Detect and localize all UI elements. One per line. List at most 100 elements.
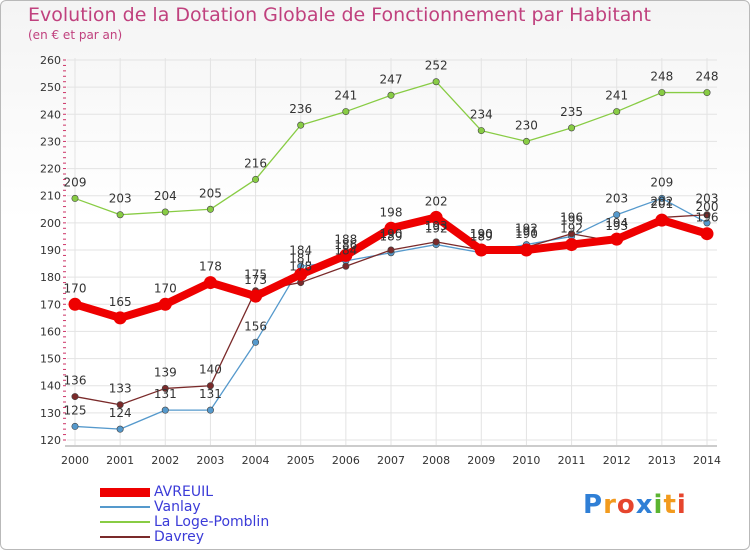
legend-label-la-loge-pomblin: La Loge-Pomblin xyxy=(154,514,270,530)
data-point xyxy=(252,338,260,346)
data-point xyxy=(432,78,440,86)
data-point xyxy=(161,406,169,414)
legend-label-davrey: Davrey xyxy=(154,529,204,545)
data-label: 184 xyxy=(334,243,357,257)
x-tick-label: 2001 xyxy=(106,454,134,467)
data-label: 196 xyxy=(696,211,719,225)
y-tick-label: 180 xyxy=(40,271,61,284)
data-label: 131 xyxy=(199,387,222,401)
data-label: 198 xyxy=(380,205,403,219)
logo-letter: P xyxy=(583,490,604,520)
data-point xyxy=(700,227,714,241)
data-point xyxy=(206,205,214,213)
grid-lines xyxy=(67,58,717,445)
data-point xyxy=(252,175,260,183)
data-label: 202 xyxy=(425,194,448,208)
data-point xyxy=(565,238,579,252)
y-tick-label: 200 xyxy=(40,217,61,230)
data-label: 178 xyxy=(289,260,312,274)
y-tick-label: 150 xyxy=(40,353,61,366)
data-label: 248 xyxy=(650,70,673,84)
y-tick-label: 250 xyxy=(40,81,61,94)
data-label: 140 xyxy=(199,363,222,377)
y-tick-label: 220 xyxy=(40,163,61,176)
data-point xyxy=(474,243,488,257)
data-label: 186 xyxy=(334,238,357,252)
data-label: 170 xyxy=(154,281,177,295)
x-tick-label: 2009 xyxy=(467,454,495,467)
data-point xyxy=(519,243,533,257)
data-label: 247 xyxy=(380,72,403,86)
x-tick-label: 2008 xyxy=(422,454,450,467)
data-label: 203 xyxy=(109,192,132,206)
data-label: 193 xyxy=(425,219,448,233)
data-point xyxy=(477,127,485,135)
y-tick-label: 260 xyxy=(40,54,61,67)
data-point xyxy=(610,232,624,246)
data-label: 193 xyxy=(605,219,628,233)
data-label: 204 xyxy=(154,189,177,203)
data-point xyxy=(116,425,124,433)
logo-letter: i xyxy=(653,490,664,520)
data-point xyxy=(658,194,666,202)
data-point xyxy=(297,121,305,129)
legend-item-davrey: Davrey xyxy=(100,529,204,545)
data-label: 192 xyxy=(560,222,583,236)
data-label: 192 xyxy=(425,222,448,236)
axes: 1201301401501601701801902002102202302402… xyxy=(40,54,721,467)
y-tick-label: 240 xyxy=(40,108,61,121)
data-label: 203 xyxy=(696,192,719,206)
data-label: 156 xyxy=(244,319,267,333)
y-tick-label: 140 xyxy=(40,380,61,393)
logo-letter: i xyxy=(676,490,687,520)
data-point xyxy=(658,89,666,97)
data-point xyxy=(342,262,350,270)
x-tick-label: 2012 xyxy=(603,454,631,467)
x-tick-label: 2013 xyxy=(648,454,676,467)
data-label: 133 xyxy=(109,382,132,396)
x-tick-label: 2007 xyxy=(377,454,405,467)
data-label: 235 xyxy=(560,105,583,119)
data-label: 248 xyxy=(696,70,719,84)
data-label: 165 xyxy=(109,295,132,309)
data-label: 189 xyxy=(470,230,493,244)
data-label: 173 xyxy=(244,273,267,287)
data-label: 189 xyxy=(380,230,403,244)
data-point xyxy=(703,89,711,97)
data-label: 131 xyxy=(154,387,177,401)
data-label: 209 xyxy=(64,175,87,189)
x-tick-label: 2000 xyxy=(61,454,89,467)
x-tick-label: 2006 xyxy=(332,454,360,467)
data-point xyxy=(161,208,169,216)
series-lines xyxy=(68,78,714,433)
data-point xyxy=(613,211,621,219)
data-label: 190 xyxy=(515,227,538,241)
legend-label-vanlay: Vanlay xyxy=(154,499,201,515)
legend-label-avreuil: AVREUIL xyxy=(154,484,214,500)
data-label: 196 xyxy=(560,211,583,225)
data-point xyxy=(703,219,711,227)
y-tick-label: 120 xyxy=(40,434,61,447)
data-label: 252 xyxy=(425,59,448,73)
y-tick-label: 190 xyxy=(40,244,61,257)
data-point xyxy=(161,384,169,392)
data-point xyxy=(249,289,263,303)
proxiti-logo: Proxiti xyxy=(583,490,687,520)
data-point xyxy=(71,194,79,202)
data-point xyxy=(116,401,124,409)
data-point xyxy=(68,297,82,311)
logo-letter: x xyxy=(635,490,654,520)
data-point xyxy=(522,137,530,145)
data-label: 170 xyxy=(64,281,87,295)
data-point xyxy=(339,248,353,262)
x-tick-label: 2003 xyxy=(196,454,224,467)
y-tick-label: 170 xyxy=(40,298,61,311)
data-point xyxy=(116,211,124,219)
data-label: 191 xyxy=(515,224,538,238)
legend-swatch-davrey xyxy=(100,536,150,538)
data-label: 203 xyxy=(605,192,628,206)
data-point xyxy=(158,297,172,311)
data-point xyxy=(387,91,395,99)
